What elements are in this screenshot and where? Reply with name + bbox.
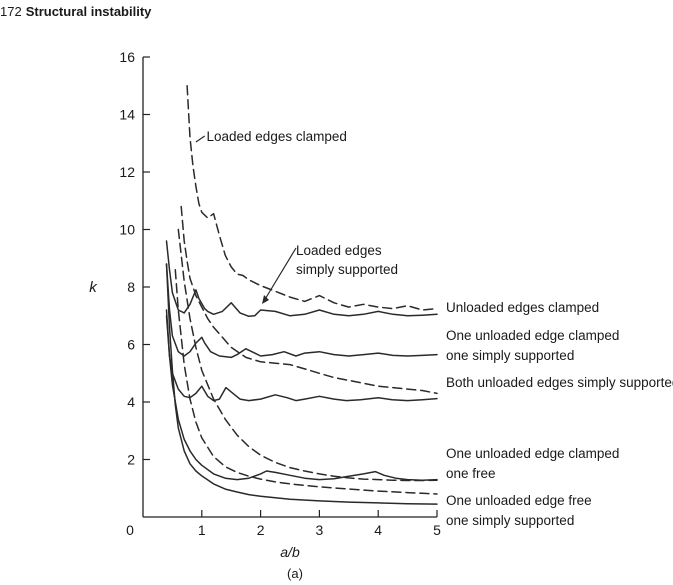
x-axis-label: a/b xyxy=(280,544,300,560)
x-tick-label: 3 xyxy=(316,522,324,538)
figure-caption: (a) xyxy=(287,566,303,581)
y-tick-label: 10 xyxy=(119,222,135,238)
curve-label-6: One unloaded edge clamped one free xyxy=(446,446,619,481)
annotation-loaded-edges-simply-supported: Loaded edges simply supported xyxy=(296,243,398,277)
annotation-leader xyxy=(195,135,206,143)
y-tick-label: 2 xyxy=(127,452,135,468)
x-tick-label: 0 xyxy=(126,522,134,538)
curve-label-0: Unloaded edges clamped xyxy=(446,300,599,315)
y-axis-label: k xyxy=(89,279,98,296)
curve-label-line: One unloaded edge free xyxy=(446,493,592,508)
curve-label-8: One unloaded edge free one simply support… xyxy=(446,493,592,528)
series-7-dashed-line xyxy=(174,269,438,495)
annotation-leader xyxy=(263,247,297,302)
series-1-dashed-line xyxy=(186,85,438,311)
series-5-dashed-line xyxy=(177,228,438,482)
curve-label-line: One unloaded edge clamped xyxy=(446,446,619,461)
y-tick-label: 14 xyxy=(119,107,135,123)
annotation-loaded-edges-clamped: Loaded edges clamped xyxy=(207,129,347,144)
curve-label-line: one simply supported xyxy=(446,513,574,528)
section-title: Structural instability xyxy=(25,4,152,19)
series-4-solid-line xyxy=(165,315,438,402)
annotation-arrowhead xyxy=(262,295,269,304)
x-tick-label: 2 xyxy=(257,522,265,538)
series-2-solid-line xyxy=(165,263,438,359)
curve-label-line: Unloaded edges clamped xyxy=(446,300,599,315)
label-group: Unloaded edges clamped One unloaded edge … xyxy=(195,129,673,528)
y-tick-label: 16 xyxy=(119,49,135,65)
series-3-dashed-line xyxy=(180,205,438,395)
curve-label-2: One unloaded edge clamped one simply supp… xyxy=(446,328,619,363)
y-tick-label: 6 xyxy=(127,337,135,353)
curve-label-line: One unloaded edge clamped xyxy=(446,328,619,343)
y-tick-label: 4 xyxy=(127,394,135,410)
series-group xyxy=(165,85,438,505)
annotation-line: simply supported xyxy=(296,262,398,277)
curve-label-4: Both unloaded edges simply supported xyxy=(446,375,673,390)
curve-label-line: one simply supported xyxy=(446,348,574,363)
y-tick-label: 8 xyxy=(127,279,135,295)
page-number: 172 xyxy=(0,4,22,19)
annotation-line: Loaded edges xyxy=(296,243,382,258)
series-6-solid-line xyxy=(165,309,438,481)
curve-label-line: one free xyxy=(446,466,496,481)
x-tick-label: 4 xyxy=(374,522,382,538)
page-header: 172 Structural instability xyxy=(0,4,151,19)
x-tick-label: 5 xyxy=(433,522,441,538)
series-8-solid-line xyxy=(165,263,438,505)
curve-label-line: Both unloaded edges simply supported xyxy=(446,375,673,390)
y-tick-label: 12 xyxy=(119,164,135,180)
x-tick-label: 1 xyxy=(198,522,206,538)
